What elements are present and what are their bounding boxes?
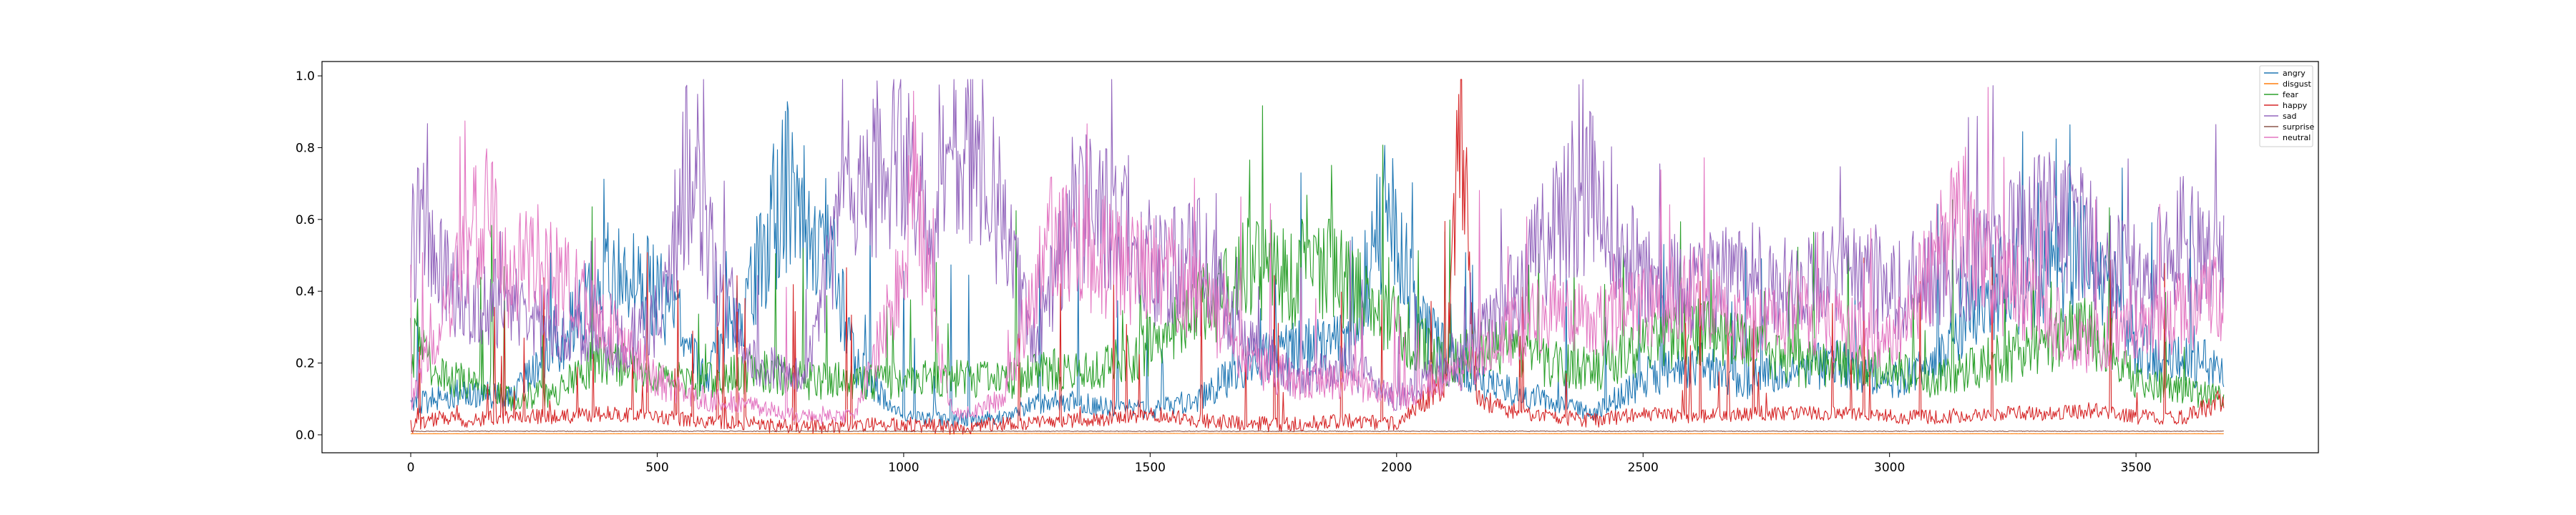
series-line-neutral — [410, 87, 2225, 425]
x-axis: 0 500 1000 1500 2000 2500 3000 3500 — [407, 453, 2152, 475]
x-tick-label: 0 — [407, 461, 415, 475]
legend-label-fear: fear — [2283, 90, 2298, 99]
x-tick-label: 1500 — [1135, 461, 1166, 475]
legend-label-disgust: disgust — [2283, 79, 2311, 89]
series-line-disgust — [410, 433, 2224, 435]
legend-label-neutral: neutral — [2283, 133, 2311, 142]
y-tick-label: 1.0 — [296, 69, 315, 84]
series-line-happy — [410, 79, 2225, 435]
y-tick-label: 0.6 — [296, 213, 315, 227]
x-tick-label: 1000 — [888, 461, 919, 475]
legend-label-angry: angry — [2283, 69, 2306, 78]
series-layer — [410, 79, 2225, 435]
legend-label-happy: happy — [2283, 101, 2308, 110]
y-tick-label: 0.4 — [296, 285, 315, 299]
x-tick-label: 3000 — [1874, 461, 1905, 475]
x-tick-label: 2500 — [1628, 461, 1659, 475]
legend-label-sad: sad — [2283, 112, 2296, 121]
x-tick-label: 2000 — [1381, 461, 1412, 475]
y-tick-label: 0.2 — [296, 357, 315, 371]
x-tick-label: 3500 — [2120, 461, 2151, 475]
y-axis: 0.0 0.2 0.4 0.6 0.8 1.0 — [296, 69, 322, 443]
y-tick-label: 0.8 — [296, 141, 315, 155]
plot-frame — [321, 61, 2319, 453]
x-tick-label: 500 — [645, 461, 668, 475]
legend-label-surprise: surprise — [2283, 122, 2315, 132]
y-tick-label: 0.0 — [296, 428, 315, 443]
series-line-fear — [410, 105, 2225, 411]
